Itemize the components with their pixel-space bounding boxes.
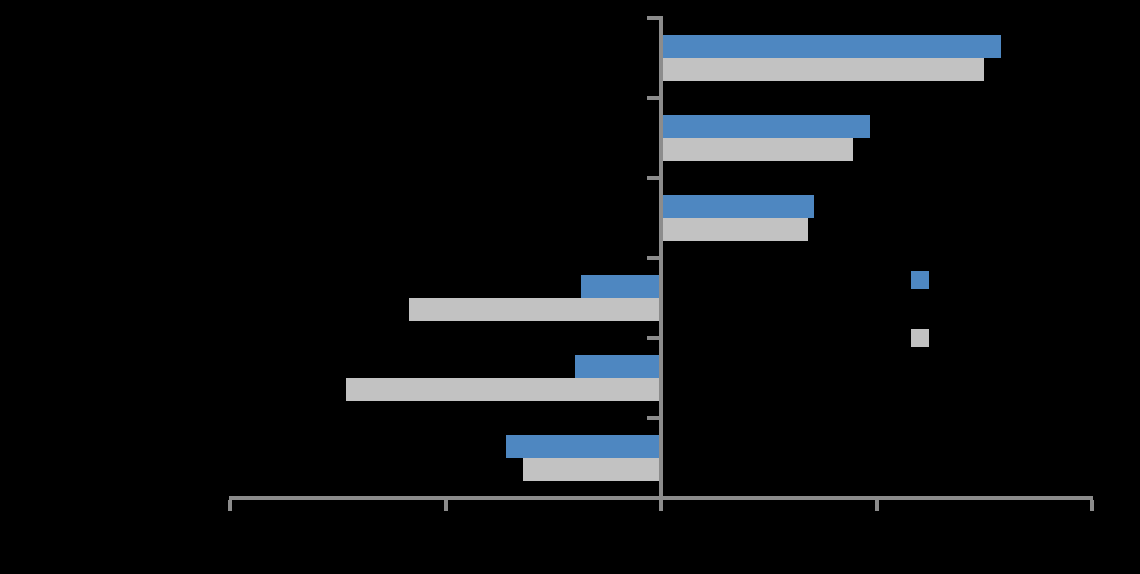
bar-blue-series-cat2 [663,115,871,138]
x-axis-tick [1090,500,1094,511]
bar-blue-series-cat6 [505,435,659,458]
bar-blue-series-cat5 [574,355,659,378]
y-axis-tick [647,16,659,20]
legend-swatch-gray [911,329,929,347]
bar-blue-series-cat4 [581,275,659,298]
y-axis-tick [647,256,659,260]
x-axis-tick [228,500,232,511]
bar-gray-series-cat2 [663,138,853,161]
bar-gray-series-cat1 [663,58,985,81]
y-axis-tick [647,416,659,420]
bar-blue-series-cat3 [663,195,814,218]
bar-blue-series-cat1 [663,35,1002,58]
y-axis-tick [647,176,659,180]
bar-gray-series-cat5 [346,378,659,401]
bar-gray-series-cat6 [523,458,659,481]
legend-swatch-blue [911,271,929,289]
y-axis-tick [647,96,659,100]
y-axis-tick [647,336,659,340]
y-axis-line [659,16,663,511]
bar-gray-series-cat4 [408,298,659,321]
bar-gray-series-cat3 [663,218,808,241]
x-axis-tick [444,500,448,511]
x-axis-line [229,496,1093,500]
x-axis-tick [875,500,879,511]
